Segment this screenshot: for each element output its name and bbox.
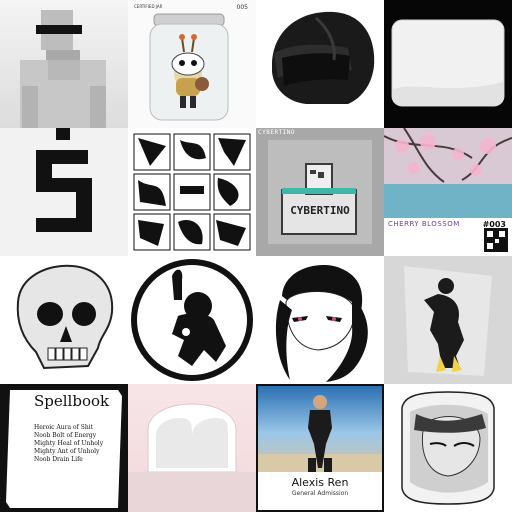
cybertino-image — [256, 128, 384, 256]
tile-pixel-five[interactable] — [0, 128, 128, 256]
spellbook-title: Spellbook — [34, 392, 110, 410]
tile-block-figure[interactable] — [0, 0, 128, 128]
tile-circle-silhouette[interactable] — [128, 256, 256, 384]
spellbook-item: Heroic Aura of Shit — [34, 424, 94, 431]
tile-cybertino[interactable]: CYBERTINO CYBERTINO — [256, 128, 384, 256]
spellbook-item: Mighty Heal of Unholy — [34, 440, 104, 447]
spellbook-item: Mighty Ant of Unholy — [34, 448, 100, 455]
cybertino-logo-text: CYBERTINO — [290, 204, 350, 217]
circle-silhouette-image — [128, 256, 256, 384]
tile-helmet[interactable] — [256, 0, 384, 128]
block-figure-image — [0, 0, 128, 128]
white-card-image — [384, 0, 512, 128]
spellbook-list: Heroic Aura of Shit Noob Bolt of Energy … — [34, 424, 103, 464]
ink-grid-image — [128, 128, 256, 256]
pink-arches-image — [128, 384, 256, 512]
tile-cherry-blossom[interactable]: CHERRY BLOSSOM #003 — [384, 128, 512, 256]
tile-skull[interactable] — [0, 256, 128, 384]
cherry-blossom-image — [384, 128, 512, 256]
alexis-ren-name: Alexis Ren — [291, 476, 349, 489]
anime-girl-image — [256, 256, 384, 384]
sketch-portrait-image — [384, 384, 512, 512]
cybertino-frame-text: CYBERTINO — [258, 129, 296, 136]
alexis-ren-ticket-type: General Admission — [291, 490, 349, 497]
tile-white-card[interactable] — [384, 0, 512, 128]
pixel-five-image — [0, 128, 128, 256]
tile-sketch-portrait[interactable] — [384, 384, 512, 512]
tile-spellbook[interactable]: Spellbook Heroic Aura of Shit Noob Bolt … — [0, 384, 128, 512]
tile-ink-grid[interactable] — [128, 128, 256, 256]
jar-label-top: CERTIFIED JAR — [134, 4, 163, 9]
tile-pink-arches[interactable] — [128, 384, 256, 512]
skull-image — [0, 256, 128, 384]
tile-golden-silhouette[interactable] — [384, 256, 512, 384]
tile-jar-creature[interactable]: 005 CERTIFIED JAR — [128, 0, 256, 128]
tile-anime-girl[interactable] — [256, 256, 384, 384]
spellbook-paper — [0, 384, 128, 512]
jar-badge-number: 005 — [236, 4, 248, 11]
spellbook-item: Noob Drain Life — [34, 456, 83, 463]
spellbook-item: Noob Bolt of Energy — [34, 432, 97, 439]
cherry-blossom-number: #003 — [482, 220, 506, 229]
helmet-image — [256, 0, 384, 128]
cherry-blossom-title: CHERRY BLOSSOM — [388, 220, 460, 228]
alexis-ren-image — [256, 384, 384, 512]
jar-creature-image — [128, 0, 256, 128]
golden-silhouette-image — [384, 256, 512, 384]
tile-alexis-ren[interactable]: Alexis Ren General Admission — [256, 384, 384, 512]
